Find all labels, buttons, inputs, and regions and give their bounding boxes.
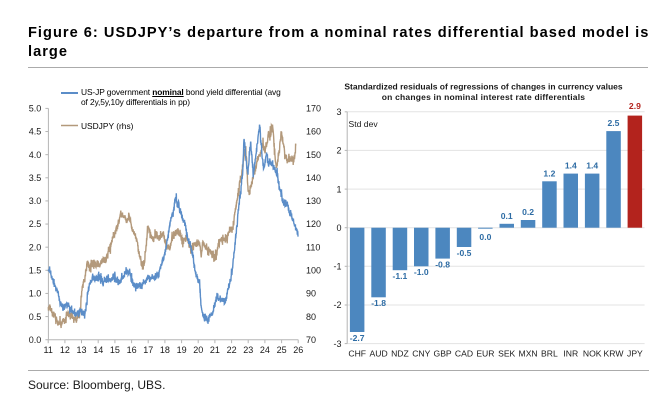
svg-text:MXN: MXN	[519, 348, 538, 358]
svg-text:19: 19	[177, 345, 187, 355]
svg-text:AUD: AUD	[370, 348, 388, 358]
svg-text:0.0: 0.0	[479, 232, 491, 242]
svg-text:120: 120	[306, 219, 321, 229]
svg-text:70: 70	[306, 335, 316, 345]
svg-text:4.5: 4.5	[29, 127, 42, 137]
svg-text:11: 11	[44, 345, 53, 355]
svg-text:2.0: 2.0	[29, 242, 42, 252]
svg-text:110: 110	[306, 242, 320, 252]
svg-text:on changes in nominal interest: on changes in nominal interest rate diff…	[382, 92, 586, 102]
svg-text:24: 24	[260, 345, 270, 355]
svg-text:Std dev: Std dev	[349, 119, 379, 129]
svg-text:1.0: 1.0	[29, 289, 42, 299]
svg-text:-2: -2	[333, 300, 341, 310]
svg-text:NDZ: NDZ	[391, 348, 409, 358]
svg-text:1.4: 1.4	[565, 161, 577, 171]
svg-text:100: 100	[306, 266, 321, 276]
svg-text:170: 170	[306, 104, 321, 114]
svg-text:3.5: 3.5	[29, 173, 42, 183]
svg-text:0.1: 0.1	[501, 211, 513, 221]
svg-text:-0.8: -0.8	[435, 259, 450, 269]
svg-text:150: 150	[306, 150, 321, 160]
svg-text:90: 90	[306, 289, 316, 299]
svg-text:0.0: 0.0	[29, 335, 42, 345]
svg-text:-1: -1	[333, 262, 341, 272]
svg-text:2.9: 2.9	[629, 101, 641, 111]
svg-text:CHF: CHF	[348, 348, 366, 358]
svg-text:KRW: KRW	[604, 348, 625, 358]
svg-text:16: 16	[127, 345, 137, 355]
svg-text:26: 26	[293, 345, 303, 355]
svg-text:12: 12	[60, 345, 70, 355]
svg-text:130: 130	[306, 196, 321, 206]
svg-text:1: 1	[336, 184, 341, 194]
svg-text:25: 25	[277, 345, 287, 355]
svg-text:2.5: 2.5	[29, 219, 42, 229]
svg-text:5.0: 5.0	[29, 104, 42, 114]
svg-text:SEK: SEK	[498, 348, 515, 358]
svg-text:BRL: BRL	[541, 348, 558, 358]
svg-text:-2.7: -2.7	[350, 333, 365, 343]
svg-text:2: 2	[336, 146, 341, 156]
svg-text:2.5: 2.5	[608, 118, 620, 128]
svg-text:-1.0: -1.0	[414, 267, 429, 277]
svg-text:1.5: 1.5	[29, 266, 42, 276]
svg-text:17: 17	[143, 345, 153, 355]
svg-text:3: 3	[336, 107, 341, 117]
svg-text:GBP: GBP	[434, 348, 452, 358]
svg-text:23: 23	[243, 345, 253, 355]
svg-text:JPY: JPY	[627, 348, 643, 358]
svg-text:20: 20	[193, 345, 203, 355]
svg-text:-1.8: -1.8	[371, 298, 386, 308]
svg-text:1.2: 1.2	[543, 168, 555, 178]
svg-text:CAD: CAD	[455, 348, 473, 358]
svg-text:15: 15	[110, 345, 120, 355]
svg-text:3.0: 3.0	[29, 196, 42, 206]
svg-text:160: 160	[306, 127, 321, 137]
svg-text:EUR: EUR	[476, 348, 494, 358]
svg-text:0.5: 0.5	[29, 312, 42, 322]
svg-text:21: 21	[210, 345, 220, 355]
svg-text:-3: -3	[333, 339, 341, 349]
svg-text:Standardized residuals of regr: Standardized residuals of regressions of…	[344, 82, 623, 92]
svg-text:13: 13	[76, 345, 86, 355]
svg-text:NOK: NOK	[583, 348, 602, 358]
svg-text:0.2: 0.2	[522, 207, 534, 217]
svg-text:22: 22	[227, 345, 237, 355]
svg-text:1.4: 1.4	[586, 161, 598, 171]
svg-text:CNY: CNY	[412, 348, 430, 358]
svg-text:-0.5: -0.5	[457, 248, 472, 258]
svg-text:18: 18	[160, 345, 170, 355]
svg-text:140: 140	[306, 173, 321, 183]
svg-text:0: 0	[336, 223, 341, 233]
svg-text:-1.1: -1.1	[392, 271, 407, 281]
svg-text:80: 80	[306, 312, 316, 322]
svg-text:14: 14	[93, 345, 103, 355]
svg-text:4.0: 4.0	[29, 150, 42, 160]
svg-text:INR: INR	[563, 348, 578, 358]
